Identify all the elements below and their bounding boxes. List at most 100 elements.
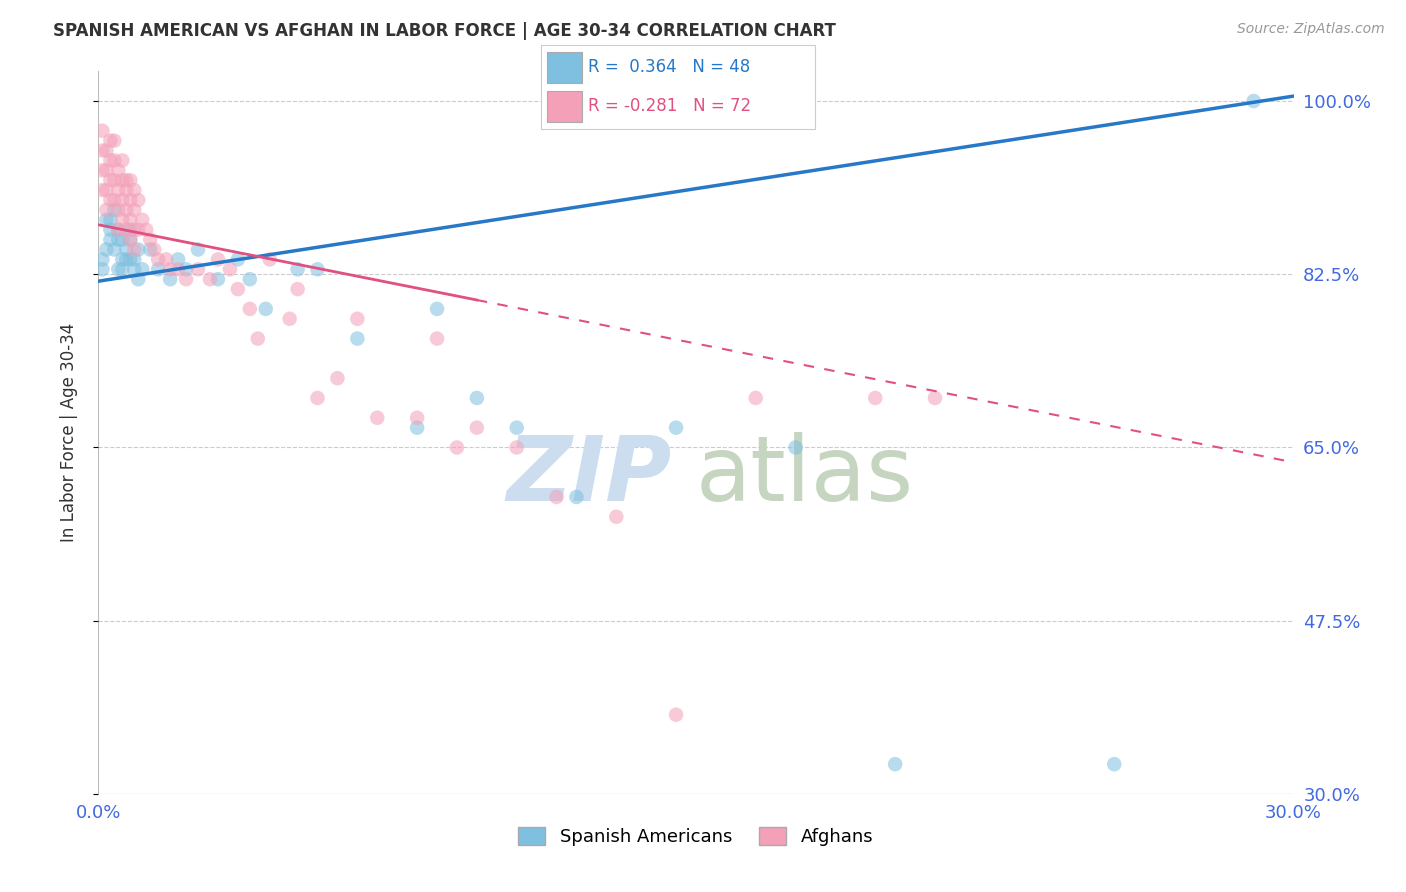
Point — [115, 183, 138, 197]
Point — [115, 202, 138, 217]
Point — [198, 272, 221, 286]
Point — [103, 153, 125, 168]
Point — [115, 252, 138, 267]
Point — [98, 193, 122, 207]
Point — [167, 262, 190, 277]
Point — [366, 410, 388, 425]
Point — [155, 252, 177, 267]
Point — [103, 134, 125, 148]
Point — [120, 223, 142, 237]
Point — [107, 223, 129, 237]
Point — [259, 252, 281, 267]
Point — [107, 202, 129, 217]
Point — [96, 212, 118, 227]
Point — [124, 183, 146, 197]
Point — [115, 243, 138, 257]
Point — [98, 233, 122, 247]
Point — [98, 153, 122, 168]
Point — [239, 301, 262, 316]
Point — [103, 193, 125, 207]
Point — [1104, 757, 1126, 772]
Point — [446, 441, 468, 455]
Point — [103, 243, 125, 257]
Point — [98, 212, 122, 227]
Point — [346, 311, 368, 326]
Text: R = -0.281   N = 72: R = -0.281 N = 72 — [588, 97, 751, 115]
Point — [287, 262, 309, 277]
Point — [127, 243, 149, 257]
Point — [506, 441, 529, 455]
Point — [111, 233, 134, 247]
Point — [665, 420, 688, 434]
Point — [884, 757, 907, 772]
Point — [107, 223, 129, 237]
Point — [307, 262, 329, 277]
Point — [506, 420, 529, 434]
Point — [139, 243, 162, 257]
Point — [605, 509, 627, 524]
Point — [111, 212, 134, 227]
Point — [107, 262, 129, 277]
Point — [246, 332, 269, 346]
Point — [111, 252, 134, 267]
Point — [406, 410, 429, 425]
Point — [426, 332, 449, 346]
Point — [96, 183, 118, 197]
Point — [111, 173, 134, 187]
Point — [565, 490, 588, 504]
Point — [745, 391, 768, 405]
Text: Source: ZipAtlas.com: Source: ZipAtlas.com — [1237, 22, 1385, 37]
Point — [219, 262, 242, 277]
Point — [127, 223, 149, 237]
Point — [127, 272, 149, 286]
Point — [239, 272, 262, 286]
Point — [96, 243, 118, 257]
Point — [143, 243, 166, 257]
Point — [135, 223, 157, 237]
Point — [124, 202, 146, 217]
Point — [103, 173, 125, 187]
Point — [148, 262, 170, 277]
Point — [465, 391, 488, 405]
Point — [346, 332, 368, 346]
Point — [465, 420, 488, 434]
Point — [120, 233, 142, 247]
Point — [103, 202, 125, 217]
Point — [1243, 94, 1265, 108]
Point — [120, 212, 142, 227]
Point — [111, 193, 134, 207]
Point — [426, 301, 449, 316]
Point — [278, 311, 301, 326]
Point — [207, 272, 229, 286]
FancyBboxPatch shape — [547, 53, 582, 83]
Point — [124, 243, 146, 257]
Point — [115, 223, 138, 237]
Point — [187, 243, 209, 257]
Point — [111, 262, 134, 277]
Point — [139, 233, 162, 247]
Text: R =  0.364   N = 48: R = 0.364 N = 48 — [588, 59, 751, 77]
Point — [187, 262, 209, 277]
Point — [91, 262, 114, 277]
Text: SPANISH AMERICAN VS AFGHAN IN LABOR FORCE | AGE 30-34 CORRELATION CHART: SPANISH AMERICAN VS AFGHAN IN LABOR FORC… — [53, 22, 837, 40]
Point — [107, 233, 129, 247]
Point — [120, 173, 142, 187]
Point — [91, 124, 114, 138]
Point — [98, 223, 122, 237]
Point — [406, 420, 429, 434]
Point — [91, 252, 114, 267]
Point — [254, 301, 277, 316]
Point — [226, 282, 249, 296]
Point — [148, 252, 170, 267]
Point — [124, 223, 146, 237]
Point — [924, 391, 946, 405]
Point — [91, 163, 114, 178]
FancyBboxPatch shape — [547, 91, 582, 121]
Point — [174, 272, 197, 286]
Point — [120, 252, 142, 267]
Point — [287, 282, 309, 296]
Point — [865, 391, 887, 405]
Point — [124, 262, 146, 277]
Point — [207, 252, 229, 267]
Point — [96, 144, 118, 158]
